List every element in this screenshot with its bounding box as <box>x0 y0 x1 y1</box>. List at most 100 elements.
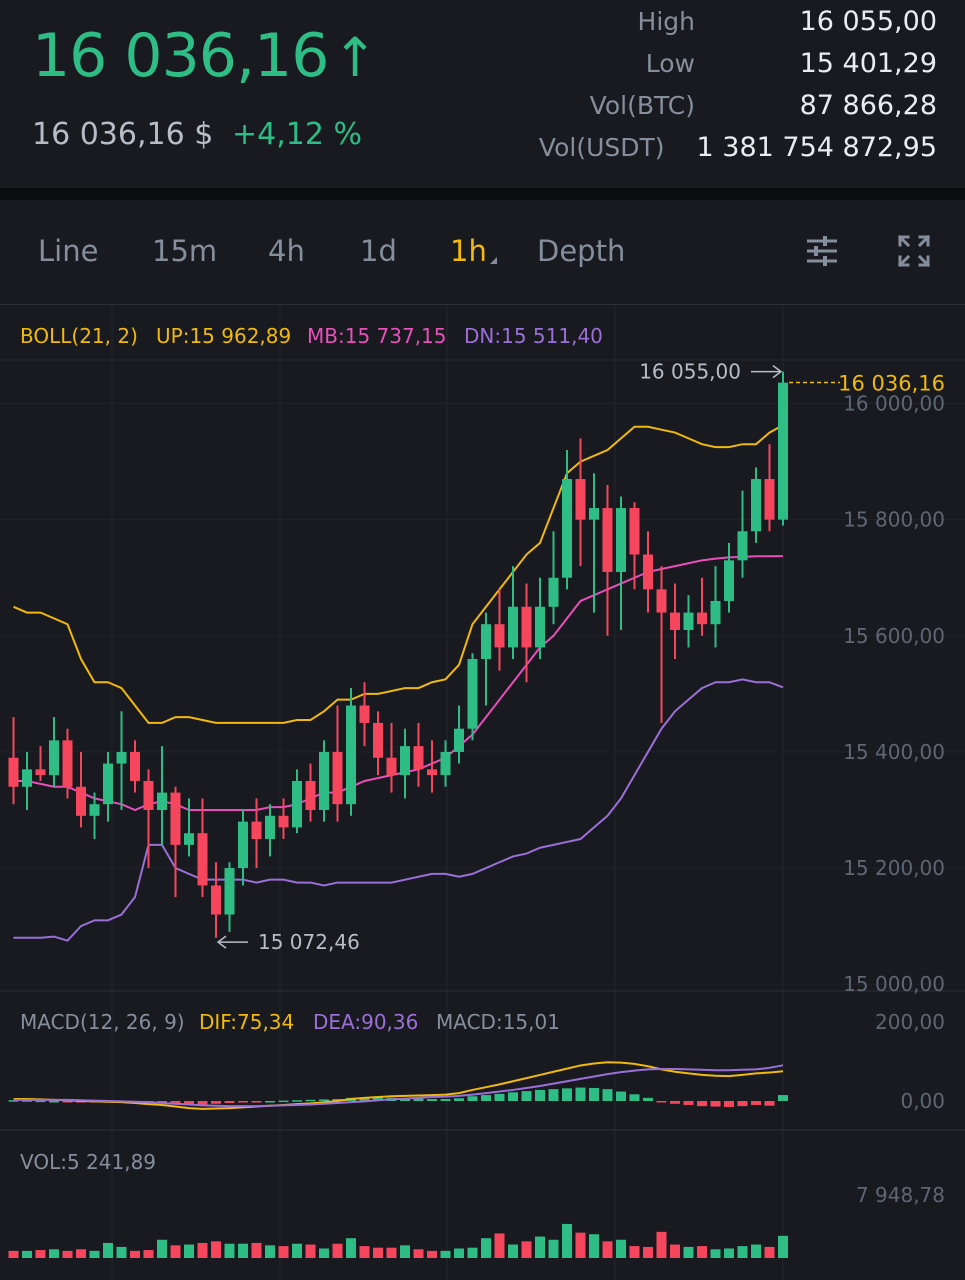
low-marker-arrowhead <box>216 935 227 949</box>
vol-label: VOL:5 241,89 <box>20 1150 156 1174</box>
price-markers: 16 036,16 16 055,00 15 072,46 <box>216 360 945 954</box>
candle <box>724 542 734 613</box>
macd-bar <box>697 1101 707 1107</box>
candle <box>413 722 424 787</box>
candle <box>76 751 86 828</box>
stats-panel: High 16 055,00 Low 15 401,29 Vol(BTC) 87 86… <box>465 0 937 168</box>
macd-bar <box>656 1101 667 1103</box>
candle-body <box>764 479 775 520</box>
volume-bar <box>35 1250 46 1258</box>
volume-bar <box>778 1235 788 1258</box>
volume-bar <box>670 1244 680 1258</box>
volume-bar <box>143 1250 154 1258</box>
sliders-icon[interactable] <box>805 234 839 268</box>
candle-body <box>211 885 221 915</box>
candle <box>508 566 518 660</box>
volume-bar <box>359 1246 370 1258</box>
candle <box>778 371 788 526</box>
candle-body <box>454 728 464 752</box>
volume-bar <box>737 1246 748 1258</box>
candle <box>346 688 356 816</box>
candle <box>305 763 316 822</box>
candle-body <box>737 531 748 561</box>
volume-bar <box>116 1246 127 1258</box>
candlestick-chart[interactable]: 16 036,16 16 055,00 15 072,46 16 000,00 15 … <box>0 305 965 1280</box>
candle <box>116 711 127 810</box>
macd-bar <box>427 1099 437 1101</box>
macd-bar <box>751 1101 761 1105</box>
candle <box>62 728 73 799</box>
macd-bar <box>535 1089 545 1101</box>
high-marker-arrowhead <box>772 365 783 379</box>
candle-body <box>751 479 761 532</box>
candle-body <box>8 757 19 787</box>
boll-mb-label: MB:15 737,15 <box>307 324 447 348</box>
macd-value-label: MACD:15,01 <box>436 1010 560 1034</box>
tab-15m[interactable]: 15m <box>152 234 218 268</box>
tab-1d[interactable]: 1d <box>360 234 397 268</box>
volume-bar <box>170 1245 181 1258</box>
macd-dif-line <box>13 1061 784 1110</box>
candle-body <box>656 589 667 613</box>
volume-bar <box>265 1245 275 1258</box>
candle <box>670 583 680 660</box>
candle <box>481 612 491 706</box>
volume-bar <box>373 1247 383 1258</box>
candle <box>737 490 748 578</box>
tab-line[interactable]: Line <box>38 234 99 268</box>
volume-bar <box>130 1250 140 1258</box>
candle-body <box>265 815 275 840</box>
macd-bar <box>305 1099 316 1102</box>
tab-1h[interactable]: 1h <box>450 234 497 268</box>
expand-icon[interactable] <box>897 234 931 268</box>
volume-bar <box>562 1223 572 1258</box>
price-tick-label: 15 600,00 <box>843 624 945 648</box>
chart-area[interactable]: 16 036,16 16 055,00 15 072,46 16 000,00 15 … <box>0 305 965 1280</box>
volume-bar <box>89 1250 100 1258</box>
macd-bar <box>629 1094 640 1101</box>
candle <box>535 577 545 660</box>
candle-body <box>481 624 491 660</box>
candle-body <box>116 751 127 764</box>
candle-body <box>643 554 653 590</box>
candle-body <box>521 606 532 648</box>
volume-bar <box>22 1250 32 1258</box>
macd-axis-label: 0,00 <box>900 1089 945 1113</box>
candle <box>35 746 46 781</box>
macd-bar <box>184 1101 194 1105</box>
candle-body <box>548 577 559 607</box>
candle-body <box>683 612 694 630</box>
candle <box>751 467 761 543</box>
candle-body <box>413 746 424 770</box>
boll-up-line <box>13 424 784 724</box>
macd-bar <box>49 1101 59 1103</box>
candle <box>440 740 451 787</box>
volume-bar <box>305 1244 316 1258</box>
candle-body <box>670 612 680 630</box>
volume-bar <box>751 1244 761 1258</box>
volume-bar <box>427 1250 437 1258</box>
macd-bar <box>494 1093 505 1101</box>
candle <box>130 740 140 793</box>
macd-bar <box>778 1095 788 1101</box>
macd-bar <box>481 1095 491 1101</box>
candle-body <box>319 751 329 810</box>
candle <box>373 711 383 776</box>
macd-bar <box>683 1101 694 1105</box>
volume-bar <box>629 1246 640 1258</box>
macd-bar <box>602 1089 613 1101</box>
volume-bar <box>211 1241 221 1258</box>
macd-panel: 200,00 0,00 <box>8 1010 945 1113</box>
tab-4h[interactable]: 4h <box>268 234 305 268</box>
stat-vol-usdt: Vol(USDT) 1 381 754 872,95 <box>538 131 937 163</box>
macd-bar <box>265 1101 275 1103</box>
interval-tabs: Line 15m 4h 1d 1h Depth <box>0 200 965 305</box>
tab-depth[interactable]: Depth <box>537 234 626 268</box>
volume-bar <box>224 1243 235 1258</box>
price-tick-label: 15 800,00 <box>843 508 945 532</box>
candle <box>157 746 167 845</box>
fiat-price: 16 036,16 $ <box>32 117 214 152</box>
volume-bar <box>278 1246 289 1258</box>
candle-body <box>494 624 505 648</box>
macd-bar <box>62 1101 73 1103</box>
